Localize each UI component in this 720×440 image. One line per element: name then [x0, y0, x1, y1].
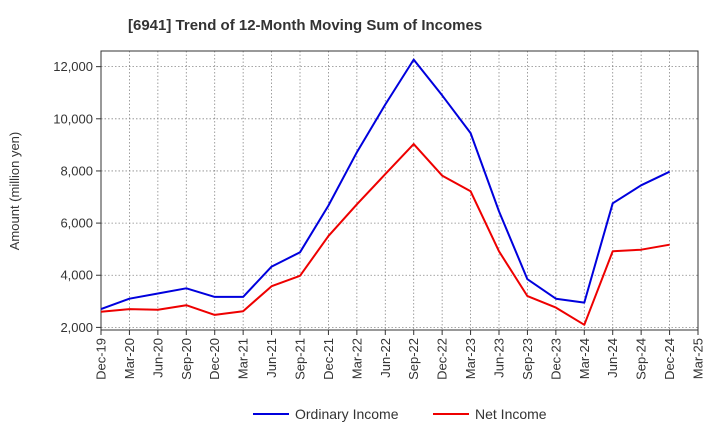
- y-tick-label: 4,000: [60, 268, 93, 283]
- x-tick-label: Dec-22: [435, 338, 450, 380]
- x-tick-label: Mar-21: [236, 338, 251, 379]
- x-tick-label: Sep-22: [406, 338, 421, 380]
- x-tick-label: Sep-23: [520, 338, 535, 380]
- series-lines: [100, 58, 671, 326]
- legend: Ordinary Income Net Income: [253, 406, 547, 422]
- y-tick-label: 12,000: [53, 59, 93, 74]
- x-tick-label: Jun-21: [264, 338, 279, 378]
- x-tick-label: Dec-23: [548, 338, 563, 380]
- x-tick-label: Jun-20: [150, 338, 165, 378]
- x-tick-label: Dec-20: [207, 338, 222, 380]
- legend-label: Ordinary Income: [295, 406, 399, 422]
- grid: [101, 51, 698, 330]
- x-tick-label: Dec-24: [662, 338, 677, 380]
- y-tick-label: 2,000: [60, 320, 93, 335]
- y-tick-label: 6,000: [60, 216, 93, 231]
- x-tick-label: Mar-20: [122, 338, 137, 379]
- y-axis: 2,000 4,000 6,000 8,000 10,000 12,000: [53, 59, 101, 335]
- series-line-net-income: [100, 143, 670, 326]
- y-tick-label: 10,000: [53, 111, 93, 126]
- x-tick-label: Dec-21: [321, 338, 336, 380]
- x-tick-label: Mar-22: [349, 338, 364, 379]
- x-axis: Dec-19 Mar-20 Jun-20 Sep-20 Dec-20 Mar-21 Jun-…: [94, 330, 706, 380]
- x-tick-label: Sep-21: [293, 338, 308, 380]
- legend-label: Net Income: [475, 406, 547, 422]
- x-tick-label: Jun-22: [378, 338, 393, 378]
- x-tick-label: Jun-24: [605, 338, 620, 378]
- chart-title: [6941] Trend of 12-Month Moving Sum of I…: [128, 17, 482, 34]
- x-tick-label: Jun-23: [492, 338, 507, 378]
- x-tick-label: Dec-19: [94, 338, 109, 380]
- x-tick-label: Mar-25: [691, 338, 706, 379]
- x-tick-label: Sep-20: [179, 338, 194, 380]
- series-line-ordinary-income: [100, 58, 671, 311]
- y-axis-label: Amount (million yen): [7, 132, 22, 251]
- y-tick-label: 8,000: [60, 163, 93, 178]
- x-tick-label: Sep-24: [634, 338, 649, 380]
- x-tick-label: Mar-23: [463, 338, 478, 379]
- plot-frame: [100, 50, 699, 331]
- x-tick-label: Mar-24: [577, 338, 592, 379]
